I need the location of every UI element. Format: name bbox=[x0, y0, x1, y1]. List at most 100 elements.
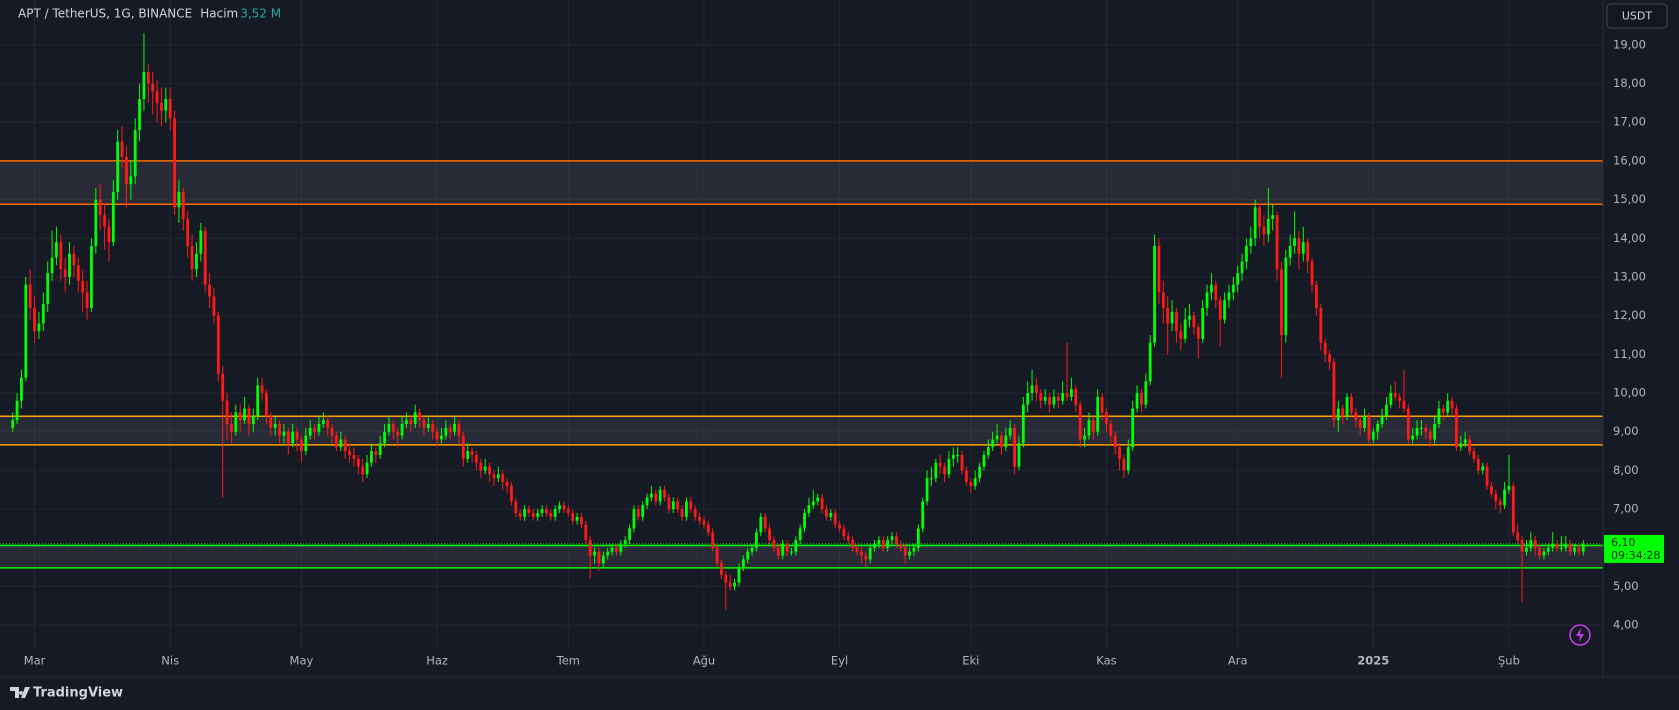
zone bbox=[0, 545, 1603, 568]
candle-body bbox=[575, 516, 579, 521]
candle-body bbox=[1350, 396, 1353, 413]
candle-body bbox=[636, 509, 640, 517]
candle-body bbox=[356, 458, 360, 467]
candle-body bbox=[1288, 246, 1292, 258]
candle-body bbox=[50, 257, 54, 274]
candle-body bbox=[706, 524, 710, 533]
candle-body bbox=[1345, 396, 1349, 417]
candle-body bbox=[256, 385, 260, 417]
candle-body bbox=[1503, 489, 1506, 506]
candle-body bbox=[1070, 389, 1073, 397]
candle-body bbox=[1568, 543, 1572, 552]
candle-body bbox=[1113, 435, 1117, 448]
candle-body bbox=[68, 253, 71, 277]
candle-body bbox=[584, 524, 588, 541]
currency-button[interactable] bbox=[1606, 3, 1668, 29]
candle-body bbox=[965, 470, 968, 483]
candle-body bbox=[798, 528, 802, 541]
candle-body bbox=[571, 512, 575, 521]
candle-body bbox=[1271, 215, 1275, 219]
candle-body bbox=[855, 547, 859, 552]
candle-body bbox=[286, 431, 290, 444]
candle-body bbox=[693, 509, 697, 517]
candle-body bbox=[81, 280, 85, 293]
candle-body bbox=[46, 273, 50, 305]
candle-body bbox=[308, 427, 312, 436]
candle-body bbox=[1538, 547, 1541, 556]
alert-icon[interactable] bbox=[1569, 624, 1591, 646]
candle-body bbox=[1039, 393, 1043, 401]
candle-body bbox=[645, 497, 649, 506]
candle-body bbox=[1157, 246, 1161, 293]
x-tick-label: Ara bbox=[1228, 654, 1248, 668]
candle-body bbox=[1201, 307, 1205, 339]
candle-body bbox=[750, 547, 754, 552]
candle-body bbox=[1004, 435, 1008, 448]
candle-body bbox=[1363, 416, 1366, 428]
candle-body bbox=[925, 478, 929, 502]
candle-body bbox=[1367, 416, 1371, 440]
candle-body bbox=[593, 551, 596, 556]
candle-body bbox=[269, 416, 273, 428]
candle-body bbox=[160, 102, 163, 111]
candle-body bbox=[816, 497, 820, 502]
candle-body bbox=[501, 474, 505, 483]
brand-name: TradingView bbox=[33, 686, 123, 701]
candle-body bbox=[1026, 393, 1030, 405]
candle-body bbox=[492, 474, 496, 479]
candle-body bbox=[405, 420, 408, 425]
candle-body bbox=[650, 493, 653, 498]
candle-body bbox=[1358, 420, 1362, 428]
x-tick-label: Mar bbox=[24, 654, 46, 668]
candle-body bbox=[1030, 385, 1034, 394]
x-tick-label: Haz bbox=[426, 654, 448, 668]
candle-body bbox=[615, 547, 618, 552]
candle-body bbox=[317, 424, 321, 432]
candle-body bbox=[689, 501, 693, 510]
candle-body bbox=[715, 547, 719, 564]
logo-mark bbox=[10, 687, 30, 698]
candle-body bbox=[326, 420, 330, 428]
candle-body bbox=[1468, 439, 1471, 452]
candle-body bbox=[431, 424, 435, 432]
candle-body bbox=[1459, 443, 1463, 448]
candle-body bbox=[978, 466, 981, 479]
candle-body bbox=[479, 462, 483, 471]
currency-button-label[interactable]: USDT bbox=[1622, 10, 1653, 23]
candle-body bbox=[470, 451, 474, 455]
candle-body bbox=[1310, 261, 1314, 285]
candle-body bbox=[842, 528, 846, 537]
candle-body bbox=[400, 424, 404, 436]
candle-body bbox=[190, 246, 194, 270]
candle-body bbox=[1087, 420, 1091, 436]
candle-body bbox=[475, 454, 478, 463]
candle-body bbox=[234, 412, 238, 432]
candle-body bbox=[588, 540, 592, 556]
candle-body bbox=[72, 253, 76, 266]
candle-body bbox=[63, 269, 67, 277]
x-tick-label: Kas bbox=[1096, 654, 1116, 668]
candle-body bbox=[606, 551, 610, 556]
candle-body bbox=[1166, 307, 1170, 324]
x-tick-label: Eyl bbox=[831, 654, 848, 668]
candle-body bbox=[146, 71, 150, 84]
candle-body bbox=[772, 540, 776, 548]
brand-logo: TradingView bbox=[10, 686, 123, 701]
candle-body bbox=[881, 540, 885, 548]
candle-body bbox=[155, 91, 159, 103]
candle-body bbox=[413, 412, 417, 425]
candle-body bbox=[483, 466, 487, 471]
candle-body bbox=[1511, 485, 1515, 533]
candle-body bbox=[912, 547, 916, 552]
candle-body bbox=[98, 199, 102, 216]
candle-body bbox=[890, 536, 894, 541]
candle-body bbox=[243, 408, 246, 421]
candle-body bbox=[1490, 485, 1493, 494]
x-tick-label: Nis bbox=[161, 654, 179, 668]
candle-body bbox=[1245, 246, 1248, 262]
candle-body bbox=[129, 176, 133, 185]
candle-body bbox=[164, 99, 168, 111]
candle-body bbox=[422, 420, 426, 428]
candle-body bbox=[829, 512, 833, 517]
candle-body bbox=[387, 424, 391, 432]
